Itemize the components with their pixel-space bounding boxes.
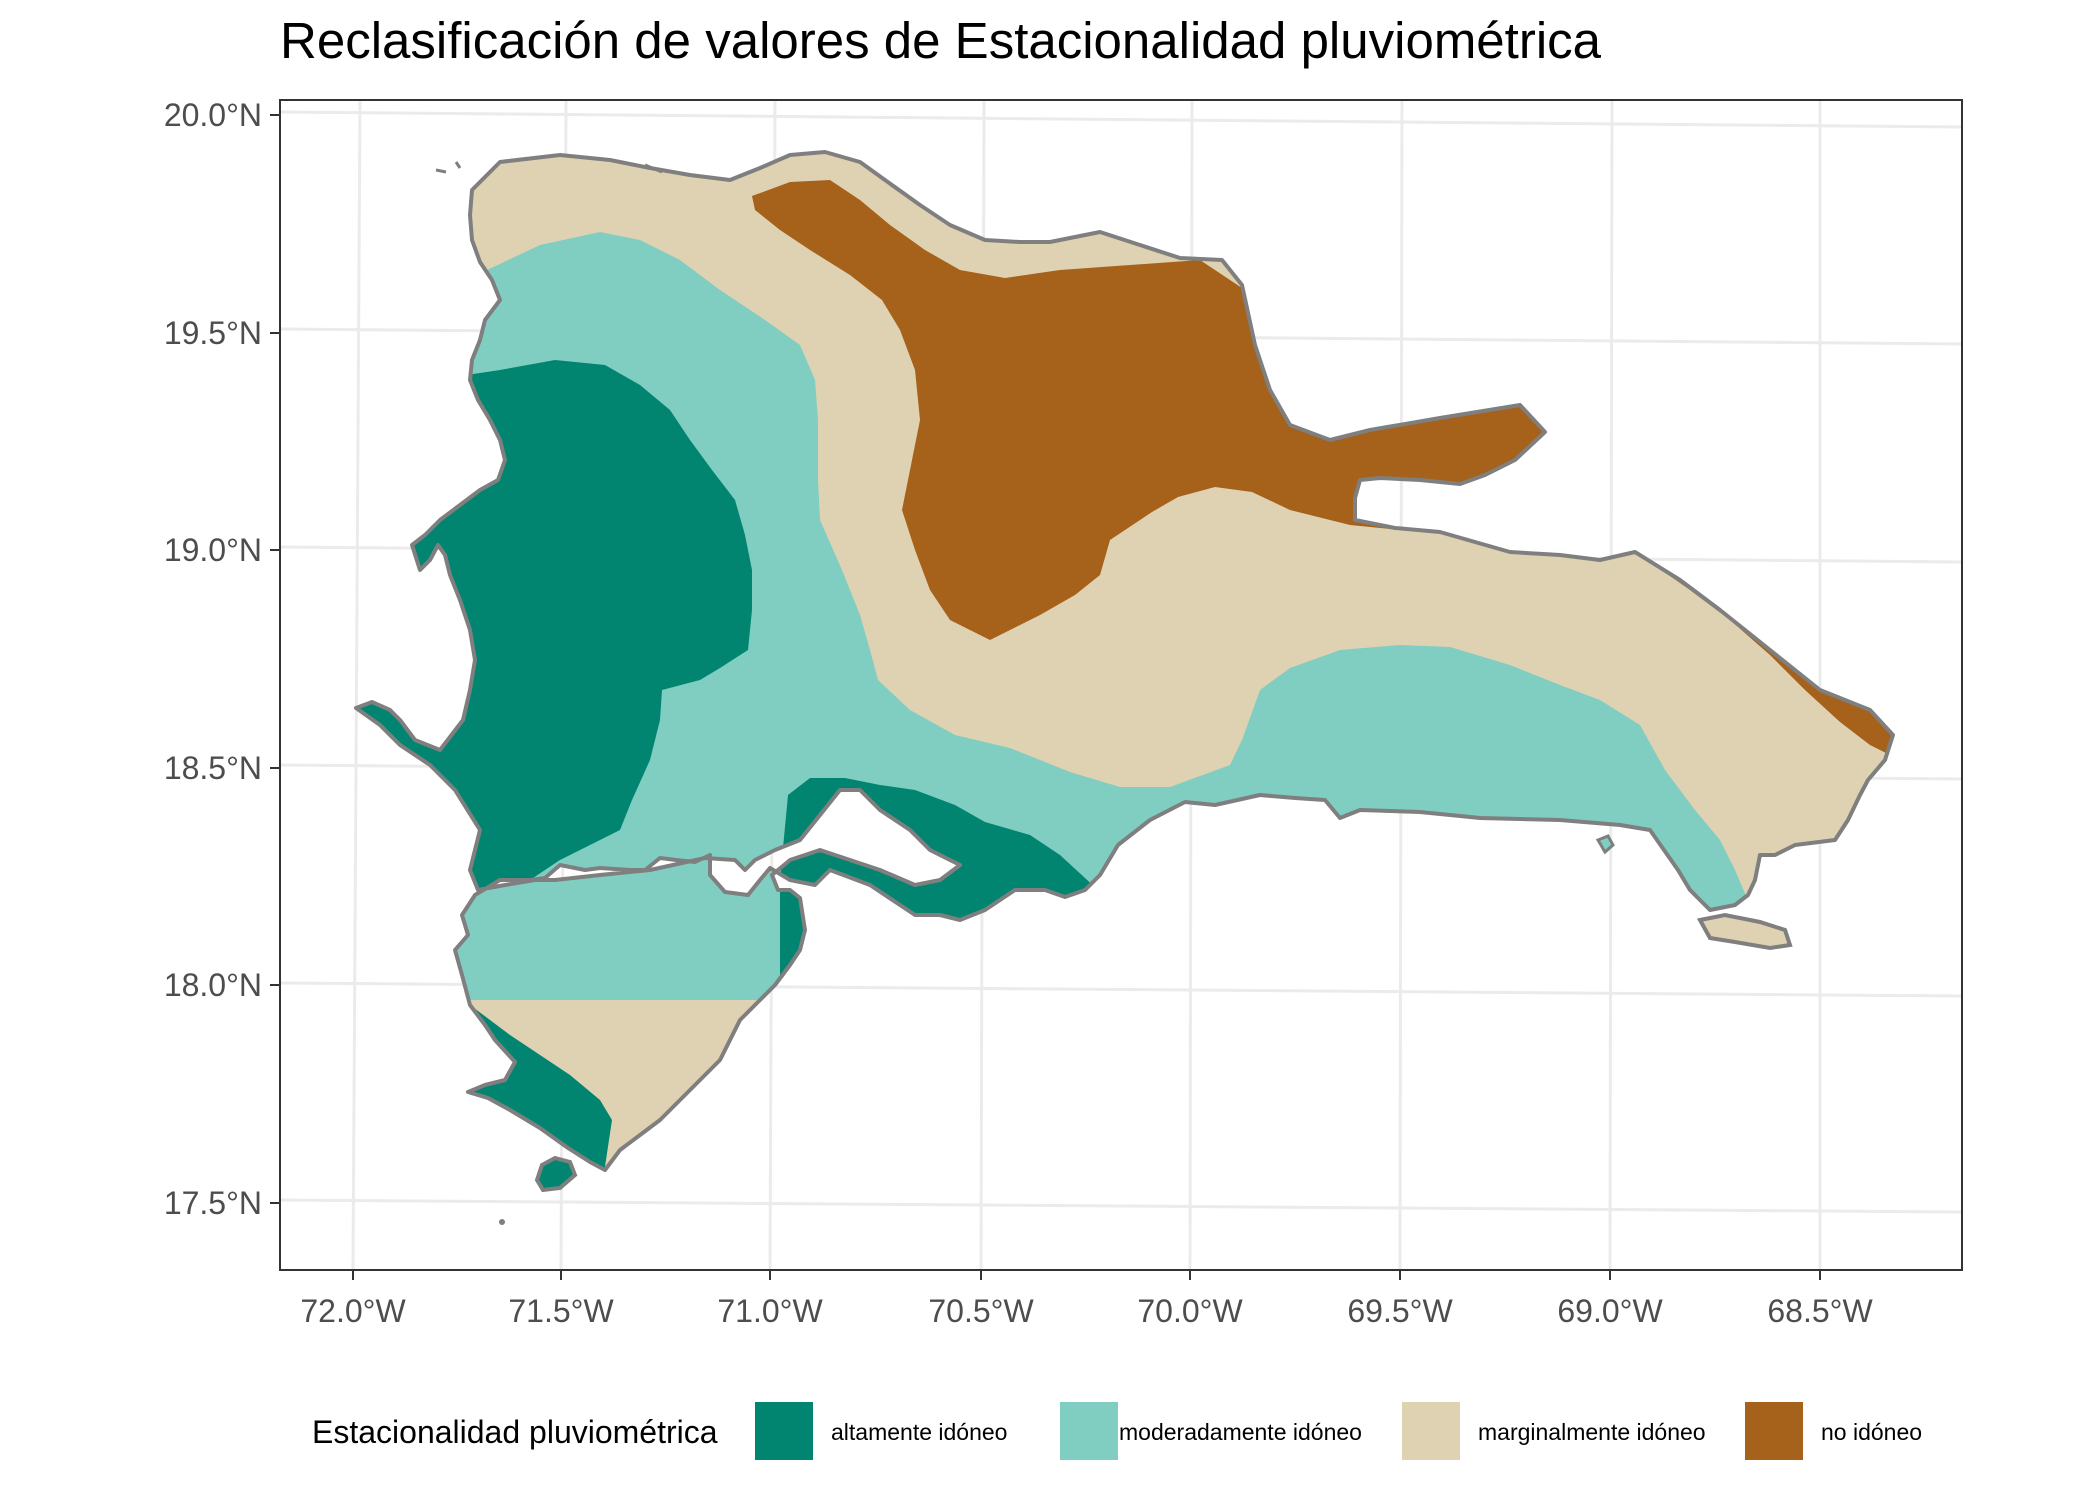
legend-label: marginalmente idóneo (1478, 1419, 1706, 1445)
island-cayos (435, 161, 663, 174)
x-tick-label: 71.0°W (717, 1293, 823, 1329)
legend-title: Estacionalidad pluviométrica (312, 1414, 718, 1450)
x-tick-label: 70.5°W (928, 1293, 1034, 1329)
legend-swatch-no-idoneo (1745, 1402, 1803, 1460)
x-tick-label: 71.5°W (508, 1293, 614, 1329)
class-notsuitable-north (752, 180, 1560, 640)
island-outline (354, 150, 1895, 1172)
legend-label: altamente idóneo (831, 1419, 1007, 1445)
chart-title: Reclasificación de valores de Estacional… (280, 12, 1602, 69)
legend-label: no idóneo (1821, 1419, 1922, 1445)
legend: Estacionalidad pluviométrica altamente i… (312, 1402, 1922, 1460)
panel-border (279, 99, 1963, 1271)
y-tick-label: 20.0°N (164, 97, 262, 133)
island-saona (1696, 912, 1793, 951)
y-tick-label: 17.5°N (164, 1185, 262, 1221)
y-tick-label: 19.5°N (164, 315, 262, 351)
island-beata (534, 1155, 578, 1193)
legend-swatch-altamente (755, 1402, 813, 1460)
legend-swatch-moderadamente (1060, 1402, 1118, 1460)
x-tick-label: 68.5°W (1767, 1293, 1873, 1329)
y-tick-label: 19.0°N (164, 532, 262, 568)
legend-swatch-marginalmente (1402, 1402, 1460, 1460)
x-tick-label: 72.0°W (300, 1293, 406, 1329)
x-tick-label: 69.5°W (1347, 1293, 1453, 1329)
gridline-lon-72 (351, 99, 362, 1271)
y-tick-label: 18.0°N (164, 967, 262, 1003)
island-catalina (1595, 834, 1615, 855)
gridline-lat-20 (279, 110, 1963, 129)
x-tick-label: 69.0°W (1557, 1293, 1663, 1329)
y-axis: 20.0°N 19.5°N 19.0°N 18.5°N 18.0°N 17.5°… (164, 97, 280, 1221)
x-axis: 72.0°W 71.5°W 71.0°W 70.5°W 70.0°W 69.5°… (300, 1270, 1873, 1329)
island-altovelo (499, 1219, 505, 1225)
legend-label: moderadamente idóneo (1119, 1419, 1362, 1445)
x-tick-label: 70.0°W (1137, 1293, 1243, 1329)
y-tick-label: 18.5°N (164, 750, 262, 786)
